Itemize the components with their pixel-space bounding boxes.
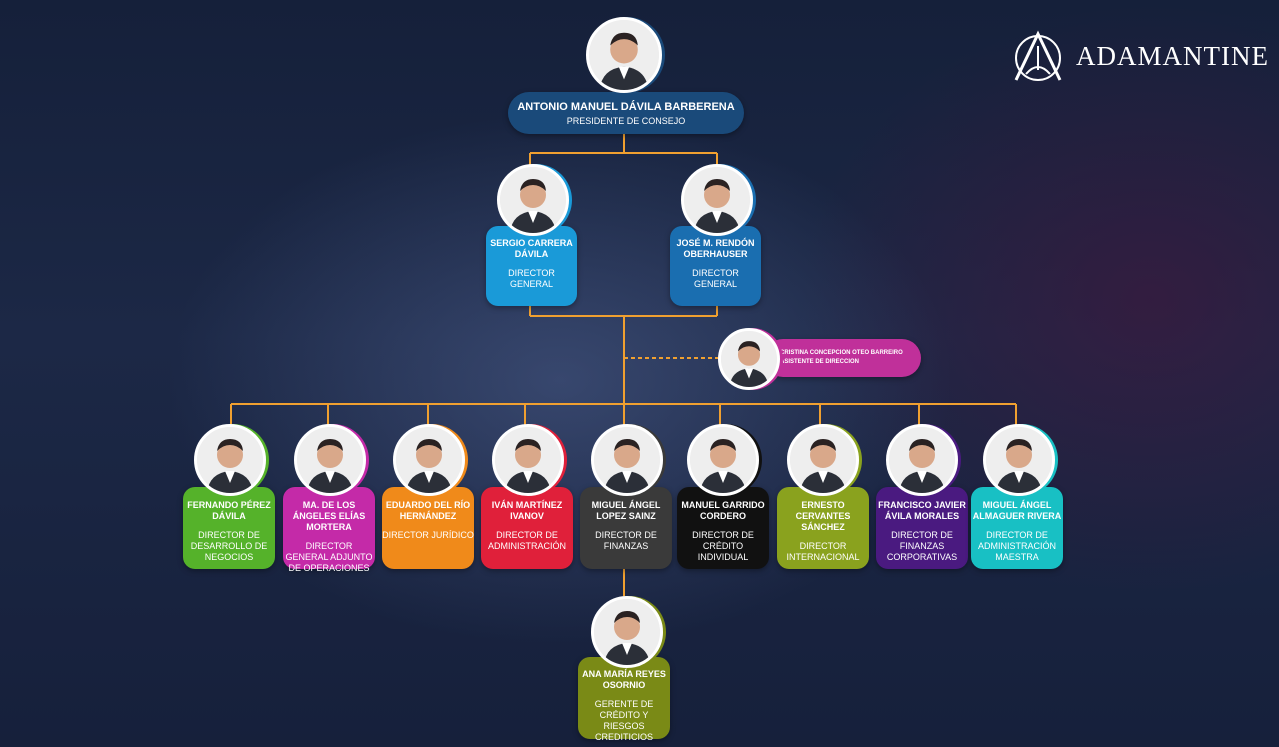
director-card: MA. DE LOS ÁNGELES ELÍAS MORTERA DIRECTO… (283, 487, 375, 573)
person-silhouette-icon (790, 427, 856, 493)
director-card: ERNESTO CERVANTES SÁNCHEZ DIRECTOR INTER… (777, 487, 869, 569)
director-photo (591, 424, 663, 496)
president-name: ANTONIO MANUEL DÁVILA BARBERENA (517, 101, 735, 113)
manager-role: GERENTE DE CRÉDITO Y RIESGOS CREDITICIOS (594, 699, 654, 742)
president-photo (586, 17, 662, 93)
general-director-name: JOSÉ M. RENDÓN OBERHAUSER (676, 238, 755, 259)
manager-name: ANA MARÍA REYES OSORNIO (582, 669, 666, 690)
manager-photo (591, 596, 663, 668)
director-role: DIRECTOR DE ADMINISTRACIÓN MAESTRA (977, 530, 1056, 562)
director-role: DIRECTOR INTERNACIONAL (786, 541, 860, 562)
director-photo (886, 424, 958, 496)
director-role: DIRECTOR DE FINANZAS (595, 530, 657, 551)
person-silhouette-icon (594, 599, 660, 665)
director-role: DIRECTOR DE DESARROLLO DE NEGOCIOS (190, 530, 268, 562)
person-silhouette-icon (889, 427, 955, 493)
person-silhouette-icon (495, 427, 561, 493)
director-photo (787, 424, 859, 496)
assistant-name: CRISTINA CONCEPCION OTEO BARREIRO (780, 350, 903, 356)
company-name: ADAMANTINE (1076, 40, 1269, 71)
director-name: MANUEL GARRIDO CORDERO (681, 500, 765, 521)
general-director-role: DIRECTOR GENERAL (692, 268, 739, 289)
director-role: DIRECTOR DE FINANZAS CORPORATIVAS (886, 530, 958, 562)
person-silhouette-icon (589, 20, 659, 90)
director-role: DIRECTOR DE CRÉDITO INDIVIDUAL (692, 530, 754, 562)
general-director-role: DIRECTOR GENERAL (508, 268, 555, 289)
person-silhouette-icon (986, 427, 1052, 493)
assistant-photo (718, 328, 780, 390)
director-photo (492, 424, 564, 496)
director-card: EDUARDO DEL RÍO HERNÁNDEZ DIRECTOR JURÍD… (382, 487, 474, 569)
general-director-card: JOSÉ M. RENDÓN OBERHAUSER DIRECTOR GENER… (670, 226, 761, 306)
director-role: DIRECTOR DE ADMINISTRACIÓN (487, 530, 566, 551)
president-card: ANTONIO MANUEL DÁVILA BARBERENA PRESIDEN… (508, 92, 744, 134)
general-director-photo (497, 164, 569, 236)
director-name: FRANCISCO JAVIER ÁVILA MORALES (878, 500, 966, 521)
director-name: ERNESTO CERVANTES SÁNCHEZ (795, 500, 851, 532)
assistant-card: CRISTINA CONCEPCION OTEO BARREIRO ASISTE… (764, 339, 921, 377)
director-photo (294, 424, 366, 496)
director-card: FRANCISCO JAVIER ÁVILA MORALES DIRECTOR … (876, 487, 968, 569)
general-director-card: SERGIO CARRERA DÁVILA DIRECTOR GENERAL (486, 226, 577, 306)
director-role: DIRECTOR JURÍDICO (382, 530, 474, 540)
assistant-role: ASISTENTE DE DIRECCION (780, 359, 860, 365)
director-card: MIGUEL ÁNGEL ALMAGUER RIVERA DIRECTOR DE… (971, 487, 1063, 569)
director-card: MANUEL GARRIDO CORDERO DIRECTOR DE CRÉDI… (677, 487, 769, 569)
director-photo (194, 424, 266, 496)
director-name: MIGUEL ÁNGEL LOPEZ SAINZ (591, 500, 661, 521)
director-name: IVÁN MARTÍNEZ IVANOV (491, 500, 563, 521)
director-role: DIRECTOR GENERAL ADJUNTO DE OPERACIONES (285, 541, 373, 573)
person-silhouette-icon (197, 427, 263, 493)
director-photo (983, 424, 1055, 496)
director-name: MIGUEL ÁNGEL ALMAGUER RIVERA (972, 500, 1062, 521)
company-logo: ADAMANTINE (1008, 30, 1269, 82)
person-silhouette-icon (690, 427, 756, 493)
person-silhouette-icon (721, 331, 777, 387)
person-silhouette-icon (297, 427, 363, 493)
general-director-name: SERGIO CARRERA DÁVILA (490, 238, 573, 259)
director-name: MA. DE LOS ÁNGELES ELÍAS MORTERA (292, 500, 366, 532)
director-name: FERNANDO PÉREZ DÁVILA (187, 500, 271, 521)
director-name: EDUARDO DEL RÍO HERNÁNDEZ (385, 500, 471, 521)
director-photo (393, 424, 465, 496)
director-card: IVÁN MARTÍNEZ IVANOV DIRECTOR DE ADMINIS… (481, 487, 573, 569)
director-photo (687, 424, 759, 496)
director-card: FERNANDO PÉREZ DÁVILA DIRECTOR DE DESARR… (183, 487, 275, 569)
person-silhouette-icon (396, 427, 462, 493)
person-silhouette-icon (684, 167, 750, 233)
general-director-photo (681, 164, 753, 236)
person-silhouette-icon (594, 427, 660, 493)
president-role: PRESIDENTE DE CONSEJO (566, 116, 686, 126)
person-silhouette-icon (500, 167, 566, 233)
director-card: MIGUEL ÁNGEL LOPEZ SAINZ DIRECTOR DE FIN… (580, 487, 672, 569)
adamantine-a-icon (1014, 30, 1062, 81)
manager-card: ANA MARÍA REYES OSORNIO GERENTE DE CRÉDI… (578, 657, 670, 742)
